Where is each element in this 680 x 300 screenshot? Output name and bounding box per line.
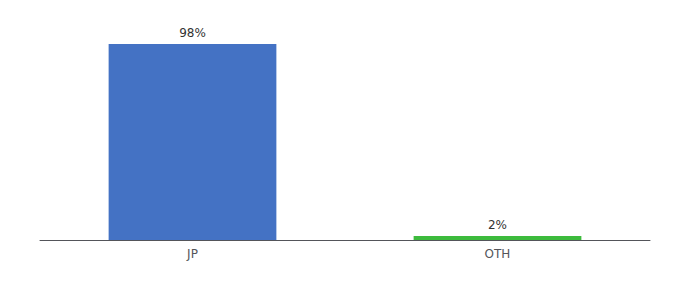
svg-text:OTH: OTH	[485, 247, 511, 261]
svg-text:2%: 2%	[488, 218, 507, 232]
svg-text:98%: 98%	[179, 26, 206, 40]
svg-text:JP: JP	[186, 247, 198, 261]
